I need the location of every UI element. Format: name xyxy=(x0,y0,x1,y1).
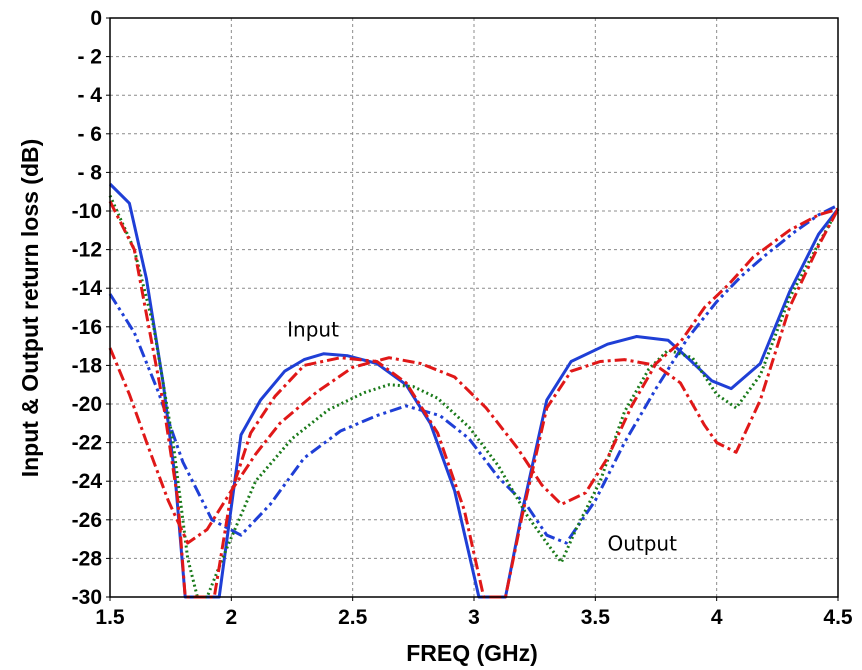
y-tick-label: -10 xyxy=(72,200,102,223)
annotation-input: Input xyxy=(287,317,339,341)
x-tick-label: 3.5 xyxy=(581,606,611,629)
y-tick-label: -26 xyxy=(72,509,102,532)
x-tick-label: 2.5 xyxy=(338,606,368,629)
y-tick-label: -22 xyxy=(72,432,102,455)
series-line-2 xyxy=(108,203,839,545)
y-tick-label: - 6 xyxy=(77,123,102,146)
series-line-3 xyxy=(108,194,840,599)
y-tick-label: 0 xyxy=(90,7,102,30)
annotation-output: Output xyxy=(607,532,677,556)
y-tick-label: -30 xyxy=(72,586,102,609)
y-tick-label: -18 xyxy=(72,354,103,377)
y-tick-label: -28 xyxy=(72,547,103,570)
x-tick-label: 3 xyxy=(468,606,480,629)
y-tick-label: -20 xyxy=(72,393,102,416)
x-axis-title: FREQ (GHz) xyxy=(406,640,538,666)
y-tick-label: - 2 xyxy=(77,46,102,69)
y-tick-label: -14 xyxy=(72,277,103,300)
x-tick-labels: 1.5 2 2.5 3 3.5 4 4.5 xyxy=(95,597,853,629)
series-line-5 xyxy=(108,200,840,599)
y-tick-label: - 8 xyxy=(77,161,102,184)
series-line-4 xyxy=(108,207,839,545)
x-tick-label: 4 xyxy=(711,606,723,629)
grid-lines xyxy=(110,18,838,597)
annotations: Input Output xyxy=(287,317,677,555)
y-axis-title: Input & Output return loss (dB) xyxy=(17,139,43,478)
x-tick-label: 1.5 xyxy=(95,606,125,629)
y-tick-label: -12 xyxy=(72,239,102,262)
y-tick-label: - 4 xyxy=(77,84,102,107)
y-tick-labels: 0 - 2 - 4 - 6 - 8 -10 -12 -14 -16 -18 -20 -22 -24 -26… xyxy=(72,7,110,609)
x-tick-label: 2 xyxy=(225,606,237,629)
x-tick-label: 4.5 xyxy=(823,606,853,629)
y-tick-label: -24 xyxy=(72,470,103,493)
y-tick-label: -16 xyxy=(72,316,102,339)
